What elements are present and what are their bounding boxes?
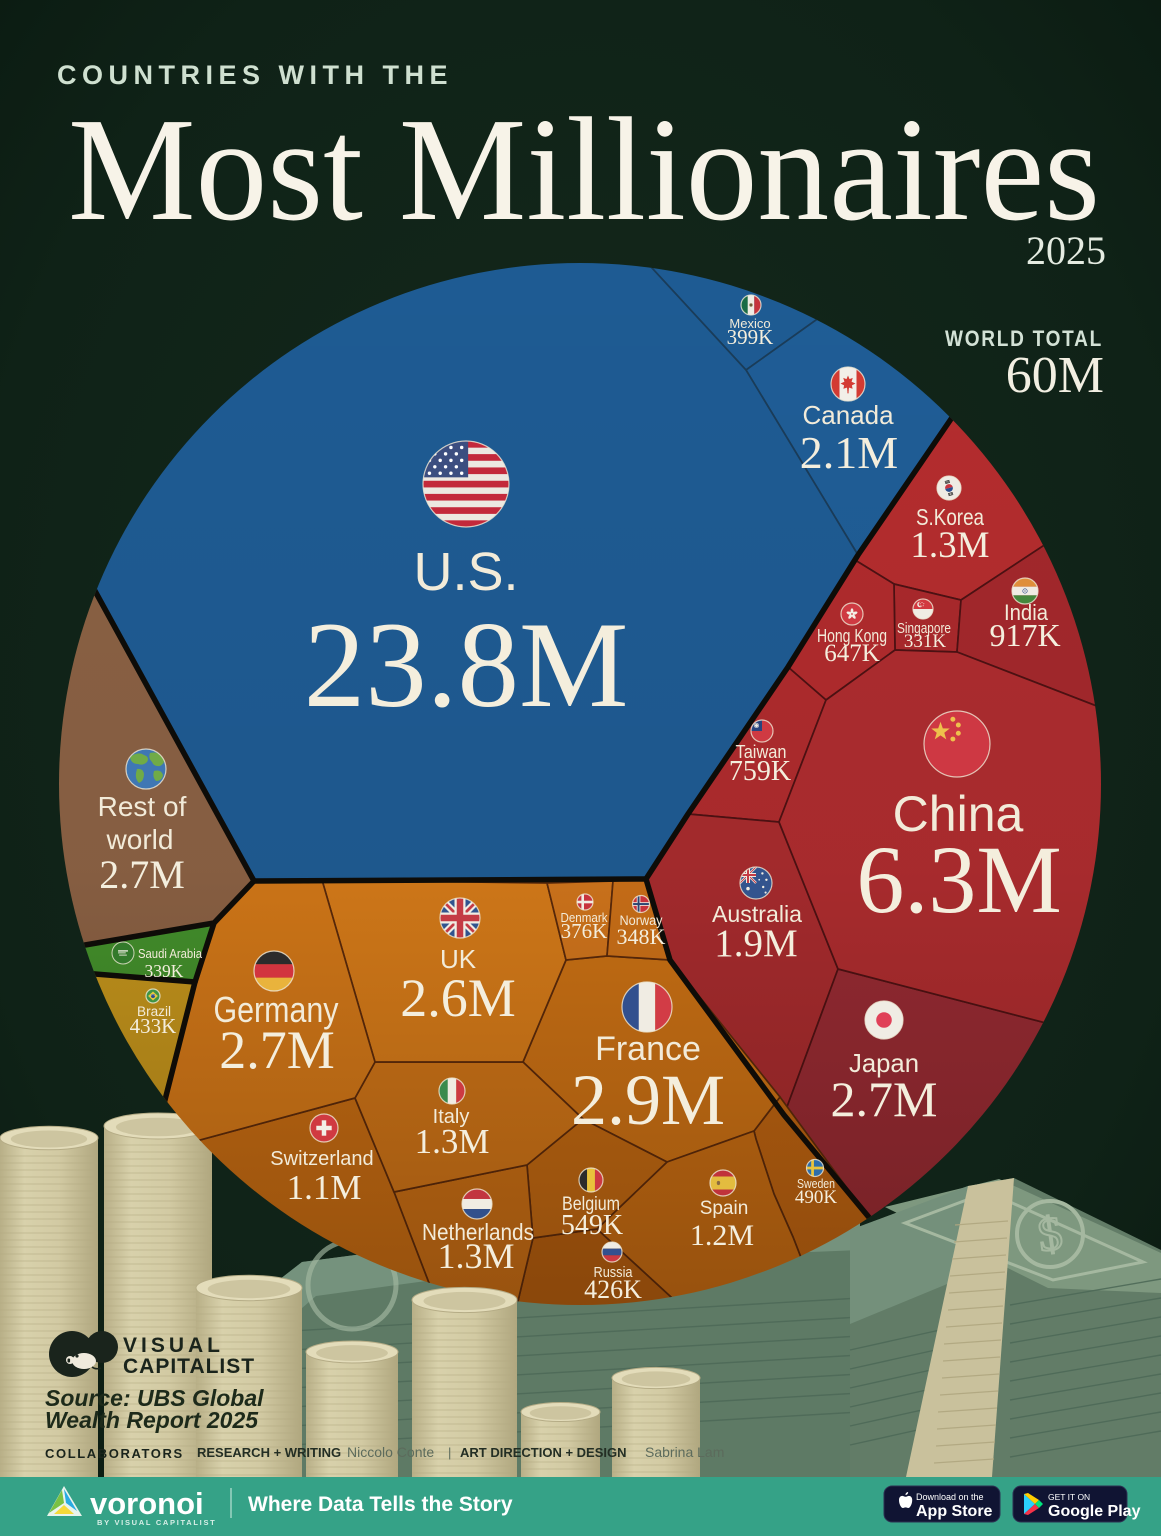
svg-text:Mexico: Mexico: [729, 316, 770, 331]
svg-text:Canada: Canada: [802, 400, 894, 430]
svg-text:2.6M: 2.6M: [400, 968, 516, 1028]
svg-text:Sweden: Sweden: [797, 1177, 835, 1191]
svg-text:549K: 549K: [561, 1210, 623, 1241]
svg-text:Download on the: Download on the: [916, 1492, 984, 1502]
svg-text:India: India: [1004, 600, 1049, 625]
svg-text:2.9M: 2.9M: [571, 1060, 725, 1140]
svg-text:2.7M: 2.7M: [219, 1020, 335, 1080]
svg-text:Russia: Russia: [594, 1264, 634, 1281]
svg-text:Saudi Arabia: Saudi Arabia: [138, 946, 203, 961]
svg-text:917K: 917K: [989, 617, 1060, 653]
svg-text:Italy: Italy: [433, 1106, 470, 1128]
svg-text:voronoi: voronoi: [90, 1486, 204, 1521]
svg-text:world: world: [106, 824, 174, 855]
svg-text:426K: 426K: [584, 1275, 642, 1304]
svg-text:VISUAL: VISUAL: [123, 1334, 224, 1357]
svg-text:348K: 348K: [617, 924, 666, 949]
svg-text:331K: 331K: [904, 631, 947, 652]
svg-text:Rest of: Rest of: [98, 791, 187, 822]
svg-text:Sabrina Lam: Sabrina Lam: [645, 1444, 724, 1460]
svg-text:GET IT ON: GET IT ON: [1048, 1492, 1090, 1502]
svg-text:Most Millionaires: Most Millionaires: [68, 88, 1100, 252]
svg-text:Source: UBS Global: Source: UBS Global: [45, 1385, 264, 1411]
svg-text:COUNTRIES WITH THE: COUNTRIES WITH THE: [57, 60, 453, 90]
svg-text:339K: 339K: [145, 961, 184, 981]
svg-text:Google Play: Google Play: [1048, 1503, 1141, 1520]
svg-text:Switzerland: Switzerland: [270, 1148, 373, 1170]
svg-text:Norway: Norway: [620, 913, 663, 928]
svg-text:1.2M: 1.2M: [690, 1219, 754, 1252]
svg-text:Brazil: Brazil: [137, 1004, 171, 1019]
svg-text:China: China: [893, 786, 1024, 842]
svg-text:490K: 490K: [795, 1187, 838, 1208]
svg-text:COLLABORATORS: COLLABORATORS: [45, 1446, 184, 1461]
svg-text:ART DIRECTION + DESIGN: ART DIRECTION + DESIGN: [460, 1445, 627, 1460]
svg-text:2.7M: 2.7M: [831, 1071, 938, 1127]
svg-text:Netherlands: Netherlands: [422, 1219, 534, 1245]
svg-text:376K: 376K: [561, 919, 608, 943]
svg-text:App Store: App Store: [916, 1503, 993, 1520]
svg-text:2.7M: 2.7M: [99, 852, 185, 897]
svg-text:Australia: Australia: [712, 901, 802, 927]
svg-text:BY VISUAL CAPITALIST: BY VISUAL CAPITALIST: [97, 1518, 216, 1527]
svg-text:2.1M: 2.1M: [800, 427, 898, 478]
svg-text:60M: 60M: [1006, 347, 1104, 404]
svg-text:1.3M: 1.3M: [415, 1122, 490, 1161]
svg-text:S.Korea: S.Korea: [916, 504, 984, 530]
svg-text:1.9M: 1.9M: [714, 922, 797, 965]
svg-text:647K: 647K: [824, 640, 880, 667]
svg-text:Japan: Japan: [849, 1048, 919, 1078]
svg-text:WORLD TOTAL: WORLD TOTAL: [945, 326, 1103, 351]
svg-text:1.3M: 1.3M: [910, 525, 989, 566]
svg-text:CAPITALIST: CAPITALIST: [123, 1355, 255, 1378]
svg-text:Where Data Tells the Story: Where Data Tells the Story: [248, 1493, 513, 1516]
svg-text:Belgium: Belgium: [562, 1194, 620, 1215]
svg-text:UK: UK: [440, 944, 477, 974]
svg-text:|: |: [448, 1445, 451, 1460]
svg-text:433K: 433K: [130, 1014, 177, 1038]
svg-text:1.3M: 1.3M: [437, 1236, 514, 1276]
svg-text:Hong Kong: Hong Kong: [817, 626, 887, 646]
svg-text:23.8M: 23.8M: [304, 596, 629, 733]
svg-text:759K: 759K: [729, 756, 791, 787]
svg-text:1.1M: 1.1M: [287, 1168, 362, 1207]
svg-text:Taiwan: Taiwan: [736, 742, 787, 762]
svg-text:6.3M: 6.3M: [856, 826, 1061, 933]
svg-text:399K: 399K: [727, 325, 774, 349]
svg-text:U.S.: U.S.: [413, 542, 518, 602]
svg-text:Wealth Report 2025: Wealth Report 2025: [45, 1407, 259, 1433]
svg-text:RESEARCH + WRITING: RESEARCH + WRITING: [197, 1445, 341, 1460]
svg-text:Niccolo Conte: Niccolo Conte: [347, 1444, 434, 1460]
svg-text:Spain: Spain: [700, 1198, 749, 1219]
svg-text:Denmark: Denmark: [561, 910, 608, 925]
svg-text:Germany: Germany: [214, 989, 339, 1030]
svg-text:France: France: [595, 1030, 701, 1068]
svg-text:2025: 2025: [1026, 228, 1106, 273]
svg-text:Singapore: Singapore: [897, 620, 951, 637]
